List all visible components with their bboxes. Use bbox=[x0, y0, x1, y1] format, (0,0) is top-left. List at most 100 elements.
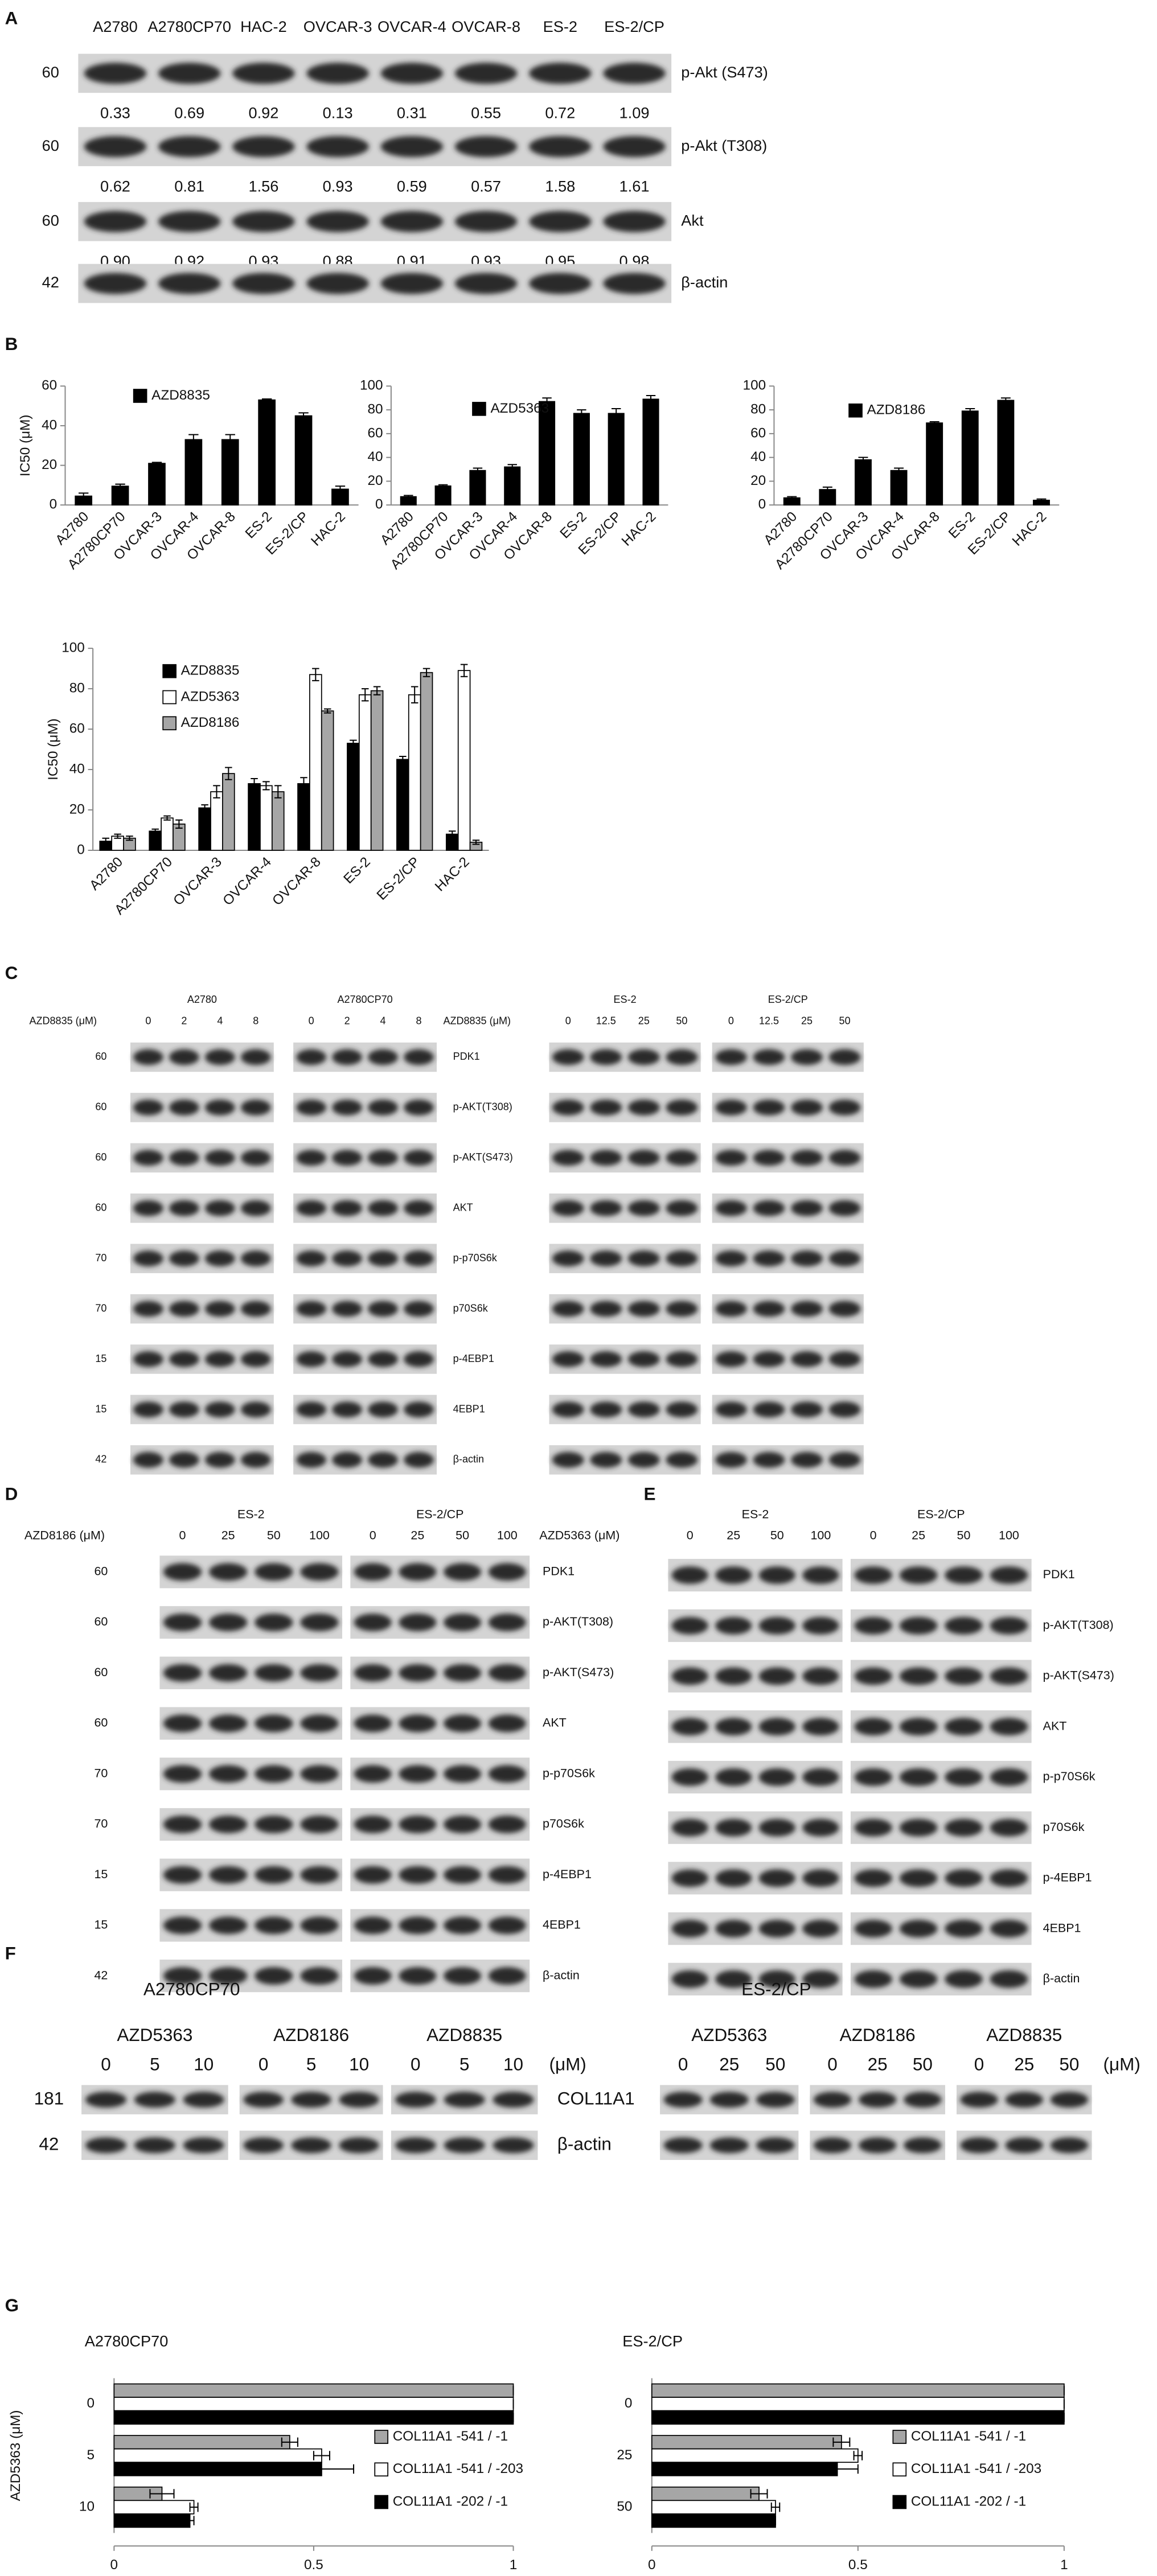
blot-band bbox=[802, 1616, 839, 1635]
dose-label: 0 bbox=[565, 1015, 571, 1026]
blot-band bbox=[204, 1150, 235, 1166]
blot-band bbox=[404, 1200, 434, 1216]
blot-band bbox=[404, 1452, 434, 1468]
panel-label: D bbox=[5, 1484, 18, 1504]
dose-label: 10 bbox=[349, 2054, 369, 2074]
mw-label: 60 bbox=[95, 1202, 106, 1213]
blot-band bbox=[209, 1614, 248, 1632]
blot-band bbox=[990, 1768, 1028, 1786]
blot-band bbox=[715, 1452, 747, 1468]
blot-band bbox=[753, 1452, 785, 1468]
blot-band bbox=[404, 1351, 434, 1367]
x-tick-label: 1 bbox=[510, 2557, 518, 2573]
blot-band bbox=[332, 1049, 363, 1065]
blot-band bbox=[332, 1401, 363, 1418]
mw-label: 42 bbox=[95, 1454, 106, 1465]
blot-band bbox=[395, 2137, 436, 2154]
blot-band bbox=[169, 1200, 199, 1216]
y-tick-label: 80 bbox=[368, 402, 383, 417]
legend-swatch bbox=[374, 2430, 389, 2444]
bar bbox=[309, 674, 322, 851]
blot-band bbox=[240, 1452, 271, 1468]
mw-label: 42 bbox=[39, 2134, 59, 2154]
blot-band bbox=[758, 1818, 795, 1837]
blot-band bbox=[296, 1099, 327, 1116]
blot-band bbox=[296, 1351, 327, 1367]
panel-label: B bbox=[5, 334, 18, 354]
y-tick-label: 20 bbox=[750, 473, 766, 488]
blot-band bbox=[666, 1401, 698, 1418]
blot-band bbox=[444, 1563, 482, 1581]
dose-label: 5 bbox=[150, 2054, 160, 2074]
lane-label: A2780 bbox=[93, 18, 138, 35]
blot-band bbox=[715, 1099, 747, 1116]
error-bar bbox=[542, 397, 552, 406]
bar bbox=[148, 463, 166, 506]
bar bbox=[420, 672, 433, 851]
blot-band bbox=[85, 2092, 127, 2108]
blot-band bbox=[454, 136, 518, 158]
blot-band bbox=[368, 1049, 399, 1065]
blot-band bbox=[399, 1967, 437, 1985]
blot-band bbox=[758, 1667, 795, 1685]
blot-band bbox=[791, 1150, 823, 1166]
error-bar bbox=[750, 2489, 768, 2499]
y-tick-label: 5 bbox=[87, 2447, 95, 2463]
error-bar bbox=[1000, 397, 1011, 404]
mw-label: 60 bbox=[95, 1101, 106, 1113]
row-label: PDK1 bbox=[543, 1565, 575, 1578]
blot-band bbox=[300, 1714, 339, 1733]
blot-band bbox=[240, 1049, 271, 1065]
legend-swatch bbox=[472, 402, 486, 416]
drug-label: AZD8835 bbox=[986, 2025, 1062, 2045]
error-bar bbox=[422, 668, 430, 677]
error-bar bbox=[126, 836, 133, 841]
lane-label: OVCAR-8 bbox=[452, 18, 520, 35]
blot-band bbox=[488, 1714, 526, 1733]
blot-band bbox=[255, 1866, 293, 1884]
mw-label: 15 bbox=[95, 1403, 106, 1414]
blot-band bbox=[169, 1301, 199, 1317]
legend-swatch bbox=[892, 2462, 907, 2477]
blot-band bbox=[715, 1049, 747, 1065]
blot-band bbox=[666, 1250, 698, 1267]
y-axis-label: IC50 (μM) bbox=[18, 414, 33, 476]
blot-band bbox=[627, 1401, 660, 1418]
blot-band bbox=[802, 1869, 839, 1887]
error-bar bbox=[163, 815, 171, 821]
blot-band bbox=[663, 2092, 703, 2108]
mw-label: 42 bbox=[42, 273, 59, 291]
chart-title: ES-2/CP bbox=[622, 2332, 683, 2350]
drug-label: AZD8835 bbox=[426, 2025, 502, 2045]
drug-label: AZD5363 bbox=[117, 2025, 192, 2045]
row-label: p-p70S6k bbox=[1043, 1770, 1096, 1783]
blot-band bbox=[300, 1563, 339, 1581]
error-bar bbox=[1036, 498, 1047, 502]
blot-band bbox=[666, 1200, 698, 1216]
error-bar bbox=[822, 486, 832, 493]
error-bar bbox=[261, 398, 272, 402]
treatment-label: AZD8835 (μM) bbox=[443, 1015, 511, 1026]
blot-band bbox=[209, 1866, 248, 1884]
blot-band bbox=[990, 1566, 1028, 1585]
bar bbox=[113, 2500, 195, 2515]
blot-band bbox=[671, 1566, 708, 1585]
dose-label: 25 bbox=[638, 1015, 650, 1026]
blot-band bbox=[945, 1768, 983, 1786]
blot-band bbox=[960, 2137, 998, 2154]
dose-label: 100 bbox=[999, 1529, 1019, 1542]
legend-label: AZD5363 bbox=[490, 401, 549, 416]
error-bar bbox=[151, 828, 159, 834]
blot-band bbox=[296, 1401, 327, 1418]
x-tick-label: 1 bbox=[1060, 2557, 1068, 2573]
blot-band bbox=[354, 1765, 392, 1783]
blot-band bbox=[990, 1667, 1028, 1685]
legend-swatch bbox=[892, 2430, 907, 2444]
blot-band bbox=[158, 63, 221, 84]
error-bar bbox=[225, 767, 232, 780]
blot-band bbox=[404, 1099, 434, 1116]
y-tick-label: 60 bbox=[750, 425, 766, 441]
legend-label: AZD8835 bbox=[181, 663, 240, 678]
group-label: ES-2 bbox=[614, 994, 637, 1005]
